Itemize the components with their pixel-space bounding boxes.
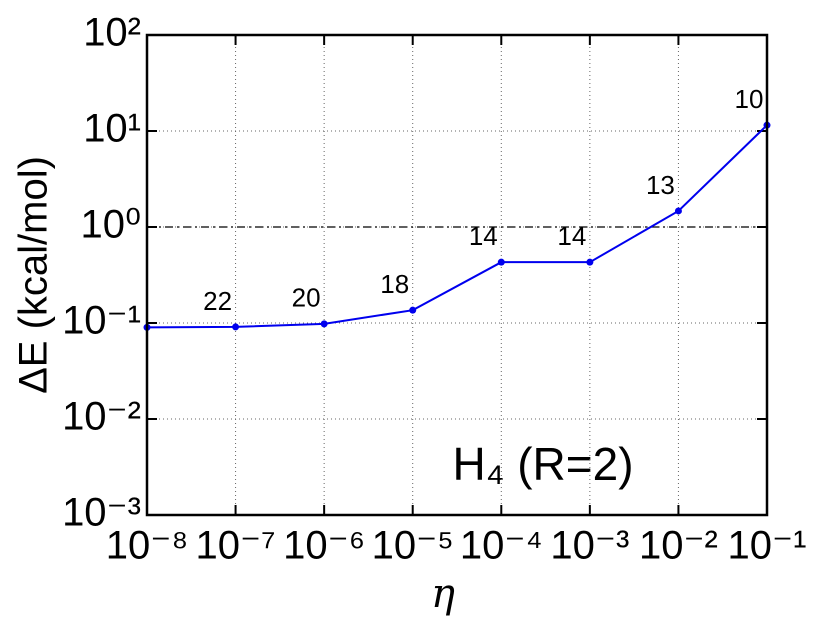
point-label: 10 [735, 84, 764, 114]
data-point [586, 258, 594, 266]
x-tick-label: 10⁻¹ [728, 524, 807, 568]
y-tick-label: 10¹ [83, 107, 141, 151]
plot-frame [145, 33, 769, 517]
x-tick-label: 10⁻² [639, 524, 718, 568]
y-tick-label: 10² [83, 11, 141, 55]
point-label: 13 [646, 170, 675, 200]
x-tick-label: 10⁻⁷ [196, 524, 276, 568]
data-point [674, 207, 682, 215]
data-line [146, 124, 768, 329]
y-axis-label: ΔE (kcal/mol) [12, 156, 56, 394]
point-label: 22 [203, 286, 232, 316]
point-label: 20 [292, 283, 321, 313]
x-tick-label: 10⁻⁵ [372, 524, 454, 568]
x-tick-label: 10⁻⁴ [460, 524, 543, 568]
y-tick-label: 10⁻² [62, 395, 141, 439]
x-tick-label: 10⁻⁸ [106, 524, 188, 568]
data-point [232, 323, 240, 331]
point-label: 18 [380, 269, 409, 299]
data-point [497, 258, 505, 266]
y-tick-label: 10⁰ [80, 203, 141, 247]
y-tick-label: 10⁻³ [62, 491, 141, 535]
data-point [409, 306, 417, 314]
data-point [320, 320, 328, 328]
x-axis-label: η [431, 571, 455, 617]
annotation: H₄ (R=2) [452, 438, 633, 490]
x-tick-label: 10⁻⁶ [283, 524, 365, 568]
point-label: 14 [557, 221, 586, 251]
x-tick-label: 10⁻³ [550, 524, 629, 568]
point-label: 14 [469, 221, 498, 251]
y-tick-label: 10⁻¹ [62, 299, 141, 343]
